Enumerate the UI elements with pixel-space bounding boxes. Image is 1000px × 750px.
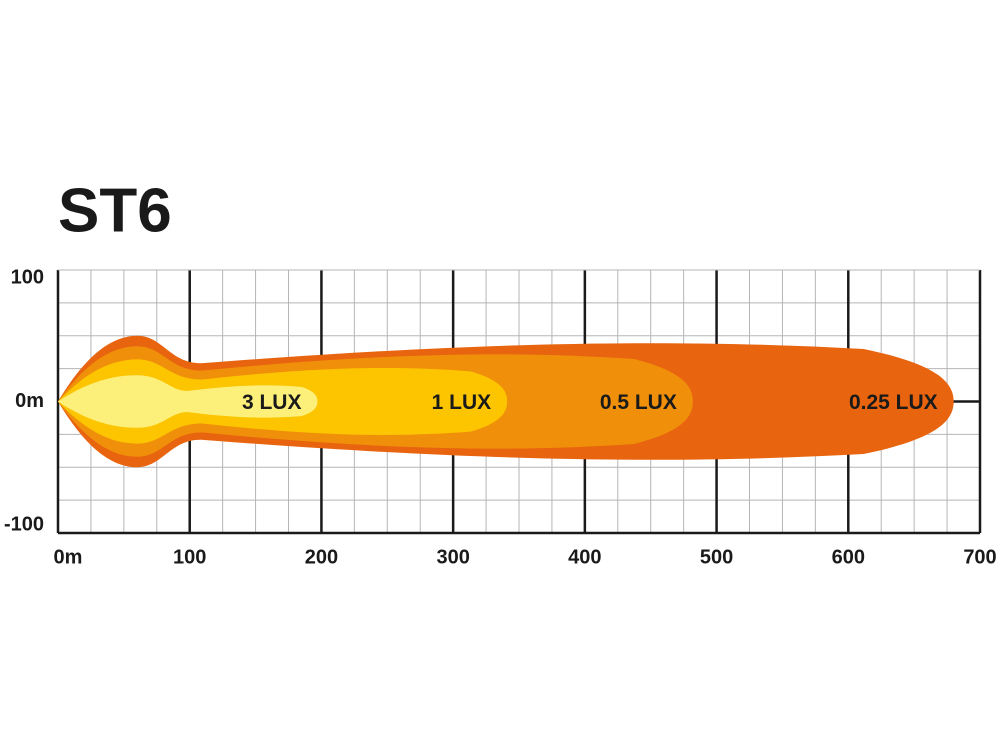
x-tick-label: 400 [568, 546, 601, 568]
y-tick-label: 0m [15, 390, 44, 412]
x-tick-label: 300 [436, 546, 469, 568]
beam-zone [58, 375, 318, 428]
y-tick-label: 100 [11, 266, 44, 288]
zone-label: 0.5 LUX [600, 391, 677, 414]
x-tick-label: 200 [305, 546, 338, 568]
x-tick-label: 0m [54, 546, 83, 568]
y-tick-label: -100 [4, 513, 44, 535]
x-tick-label: 700 [963, 546, 996, 568]
zone-label: 0.25 LUX [849, 391, 938, 414]
zone-label: 3 LUX [242, 391, 302, 414]
x-tick-label: 500 [700, 546, 733, 568]
x-tick-label: 100 [173, 546, 206, 568]
chart-title: ST6 [58, 176, 172, 245]
x-tick-label: 600 [832, 546, 865, 568]
zone-label: 1 LUX [432, 391, 492, 414]
